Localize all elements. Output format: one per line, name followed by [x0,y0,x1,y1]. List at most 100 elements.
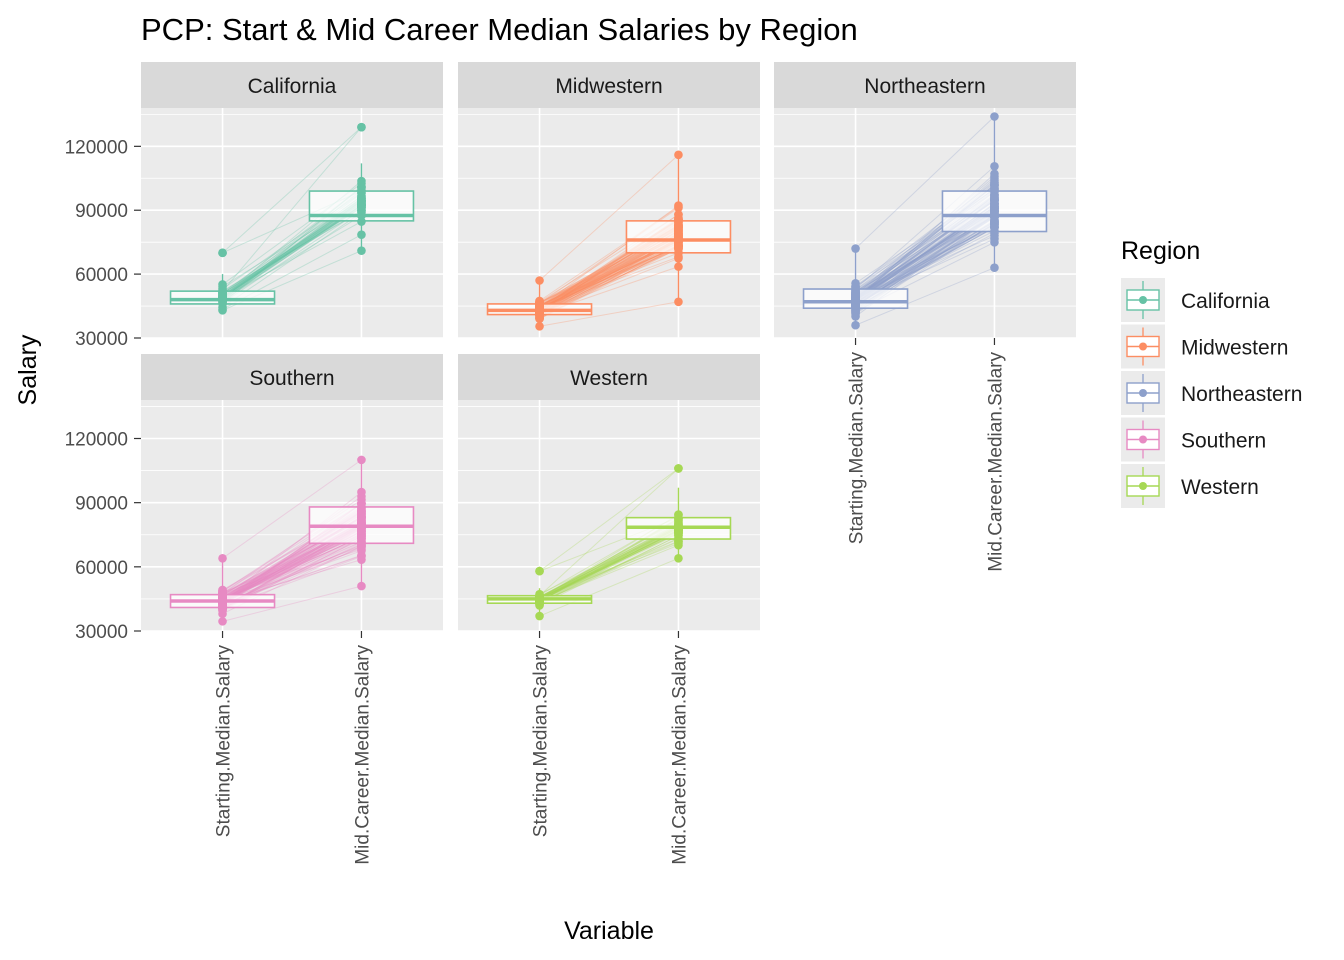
data-point [535,276,544,285]
pcp-line [222,209,362,304]
y-tick-label: 60000 [75,558,128,579]
data-point [851,320,860,330]
data-point [674,236,683,245]
pcp-line [539,531,679,601]
pcp-line [222,206,362,301]
pcp-line [539,532,679,599]
pcp-line [855,116,995,249]
pcp-line [855,221,995,301]
data-point [851,282,860,292]
pcp-line [539,246,679,315]
legend-item-northeastern: Northeastern [1121,371,1302,415]
y-tick-label: 120000 [65,137,128,158]
legend-item-midwestern: Midwestern [1121,324,1288,369]
pcp-line [222,585,362,622]
x-axis-ticks: Starting.Median.Salary Mid.Career.Median.… [214,338,1006,865]
pcp-line [222,534,362,596]
data-point [990,169,999,179]
legend-key-point [1139,482,1147,490]
data-point [990,192,999,202]
pcp-line [222,538,362,602]
panel-california: California [141,62,443,339]
strip-california [141,62,443,108]
data-point [357,194,366,203]
strip-northeastern [774,62,1076,108]
pcp-line [539,544,679,603]
chart-title: PCP: Start & Mid Career Median Salaries … [141,12,858,47]
data-point [674,464,683,473]
panel-western: Western [458,354,760,632]
pcp-line [539,245,679,309]
legend-item-southern: Southern [1121,417,1266,462]
data-point [218,606,227,615]
pcp-line [539,528,679,601]
legend-title: Region [1121,237,1200,265]
legend-label-midwestern: Midwestern [1181,337,1288,360]
pcp-line [539,154,679,281]
data-point [674,242,683,251]
pcp-line [855,267,995,326]
pcp-line [222,210,362,292]
legend-label-western: Western [1181,476,1259,499]
pcp-line [222,536,362,599]
pcp-line [539,468,679,572]
pcp-line [855,226,995,296]
data-point [357,246,366,255]
data-point [357,122,366,132]
data-point [535,591,544,601]
y-tick-label: 30000 [75,329,128,350]
pcp-line [539,244,679,310]
data-point [535,611,544,621]
pcp-line [539,468,679,597]
pcp-line [222,550,362,601]
y-tick-label: 120000 [65,430,128,451]
panel-southern: Southern [141,354,443,632]
pcp-line [222,532,362,602]
pcp-line [539,532,679,600]
panel-northeastern: Northeastern [774,62,1076,339]
strip-southern [141,354,443,400]
data-point [990,207,999,216]
pcp-line [539,534,679,606]
pcp-line [222,207,362,296]
legend-key-point [1139,389,1147,397]
data-point [357,217,366,226]
data-point [357,581,366,591]
data-point [674,528,683,538]
data-point [535,566,544,576]
pcp-line [539,244,679,315]
pcp-line [539,245,679,311]
pcp-line [855,224,995,300]
data-point [674,297,683,307]
pcp-line [222,538,362,595]
data-point [990,199,999,208]
pcp-line [222,533,362,596]
data-point [674,203,683,213]
data-point [674,513,683,522]
legend-item-western: Western [1121,464,1259,508]
pcp-line [222,126,362,254]
y-tick-label: 30000 [75,622,128,643]
pcp-line [539,245,679,310]
x-axis-title: Variable [564,917,654,945]
x-tick-label: Starting.Median.Salary [531,645,552,838]
pcp-line [539,542,679,599]
legend-item-california: California [1121,278,1270,322]
pcp-line [539,537,679,601]
data-point [357,540,366,549]
data-point [851,244,860,253]
pcp-line [539,527,679,605]
data-point [674,262,683,271]
pcp-line [539,540,679,598]
pcp-line [222,534,362,600]
pcp-line [539,538,679,602]
data-point [990,231,999,240]
pcp-line [539,248,679,308]
pcp-line [222,546,362,599]
pcp-line [539,244,679,315]
pcp-line [222,541,362,601]
data-point [218,248,227,258]
data-point [535,310,544,319]
pcp-line [222,207,362,300]
